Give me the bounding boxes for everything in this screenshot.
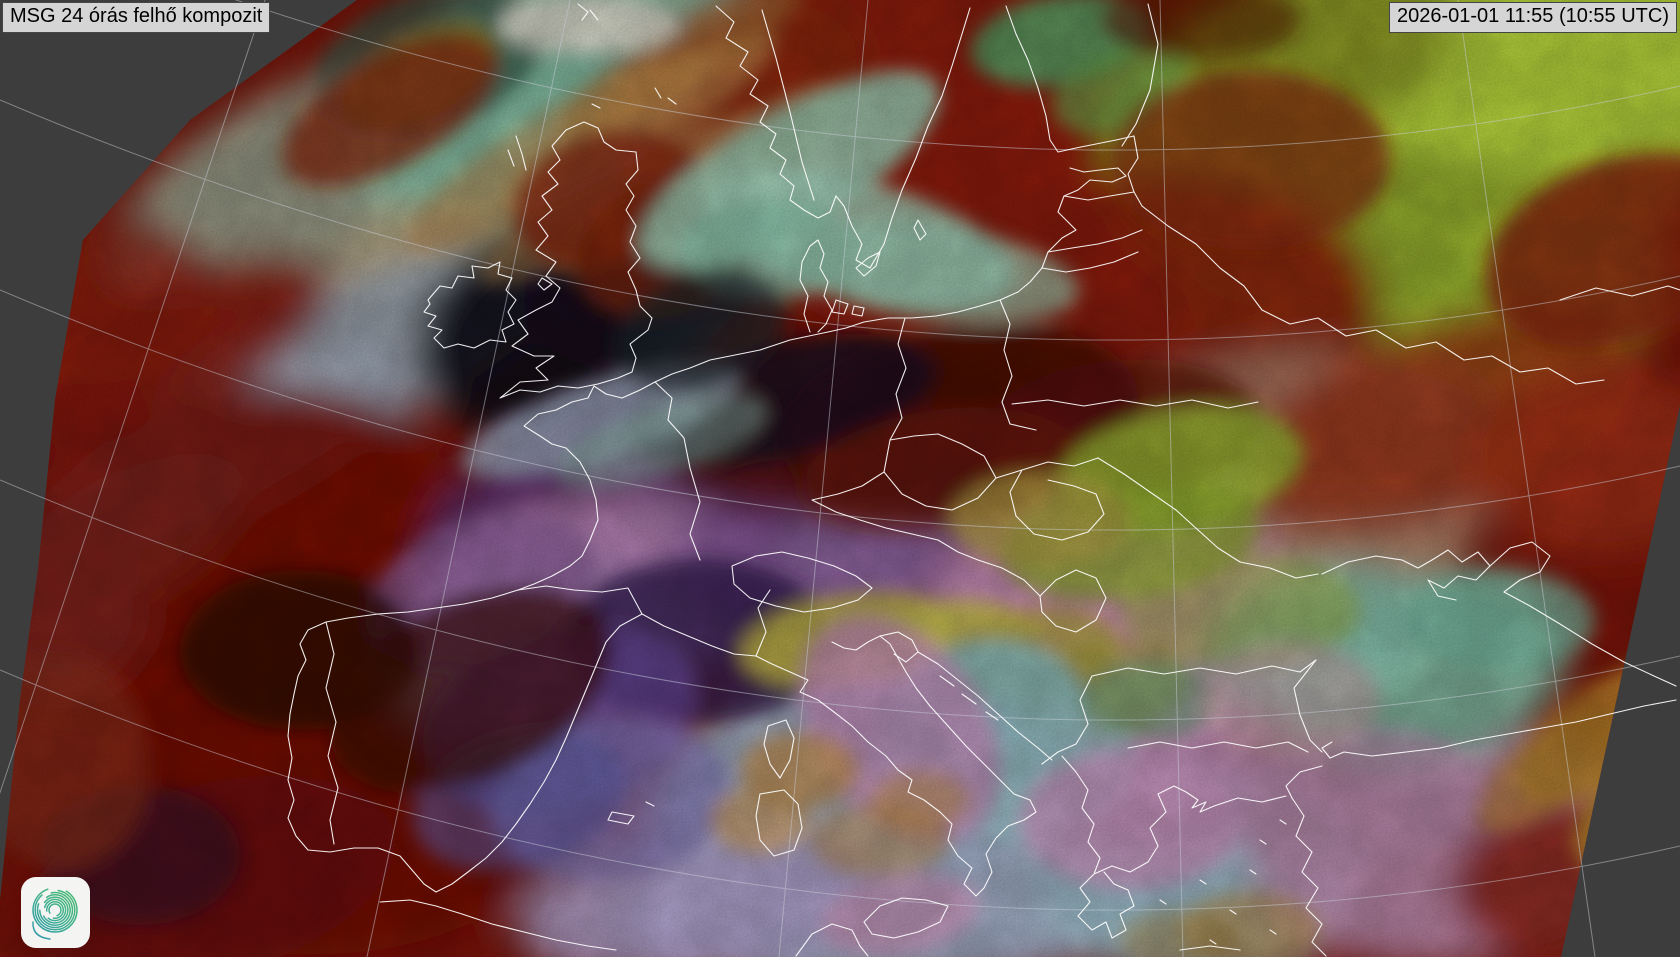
border-finland-russia: [1121, 3, 1159, 147]
border-faroe: [577, 3, 599, 21]
cyclone-spiral-icon: [21, 877, 90, 948]
border-france-italy: [755, 589, 771, 657]
country-borders: [287, 3, 1680, 957]
border-istria-croatia-coast: [879, 631, 1053, 761]
border-portugal-spain: [325, 621, 339, 845]
border-denmark: [799, 239, 865, 333]
border-ukraine-russia: [1261, 309, 1605, 385]
border-sweden-south: [855, 219, 927, 277]
timestamp-text: 2026-01-01 11:55 (10:55 UTC): [1396, 5, 1669, 27]
border-norway-sweden: [761, 9, 815, 201]
met-service-logo: [21, 877, 90, 948]
border-norway-coast: [715, 5, 971, 269]
border-balearics: [607, 801, 655, 825]
border-serbia-region: [1039, 569, 1107, 765]
border-estonia-russia: [1127, 135, 1143, 207]
border-north-sea-coast: [654, 331, 829, 383]
border-france-germany: [654, 381, 701, 561]
border-pyrenees: [517, 585, 643, 615]
border-ukraine-romania: [1097, 457, 1319, 579]
border-isle-of-man: [537, 277, 553, 291]
border-poland-germany: [889, 317, 907, 441]
border-aegean-islands: [1159, 819, 1287, 951]
border-austria: [811, 471, 1041, 597]
border-switzerland: [731, 551, 873, 613]
border-turkey-north-coast: [1285, 699, 1677, 799]
border-greece: [1061, 755, 1287, 939]
border-orkney-shetland: [591, 87, 677, 109]
border-russia-northeast: [1559, 285, 1680, 301]
border-sicily: [863, 897, 949, 939]
border-black-sea-north-crimea: [1321, 541, 1677, 687]
border-romania-bulgaria: [1091, 659, 1317, 677]
border-slovakia-hungary: [995, 457, 1105, 541]
timestamp-label: 2026-01-01 11:55 (10:55 UTC): [1388, 2, 1677, 33]
border-ireland: [423, 261, 517, 349]
border-north-africa: [379, 899, 869, 957]
product-title-label: MSG 24 órás felhő kompozit: [2, 2, 271, 33]
border-bulgaria-greece-turkey: [1127, 741, 1309, 753]
border-france-coast: [517, 381, 656, 591]
border-baltic-coast: [827, 167, 1127, 333]
border-corsica: [763, 719, 795, 779]
border-baltic-inner: [1041, 191, 1143, 273]
border-poland-east: [999, 299, 1037, 431]
border-finland-coast: [1005, 5, 1135, 153]
border-black-sea-west: [1293, 659, 1323, 753]
border-hebrides: [507, 135, 527, 171]
border-turkey-west-coast: [1291, 797, 1327, 957]
border-belarus-russia: [1141, 205, 1263, 311]
border-italy: [755, 635, 1037, 897]
border-great-britain: [499, 121, 653, 399]
border-czechia: [883, 433, 997, 511]
border-france-med-coast: [641, 613, 757, 657]
product-title-text: MSG 24 órás felhő kompozit: [10, 5, 263, 27]
border-sardinia: [755, 789, 803, 857]
border-belarus-ukraine: [1011, 399, 1259, 409]
